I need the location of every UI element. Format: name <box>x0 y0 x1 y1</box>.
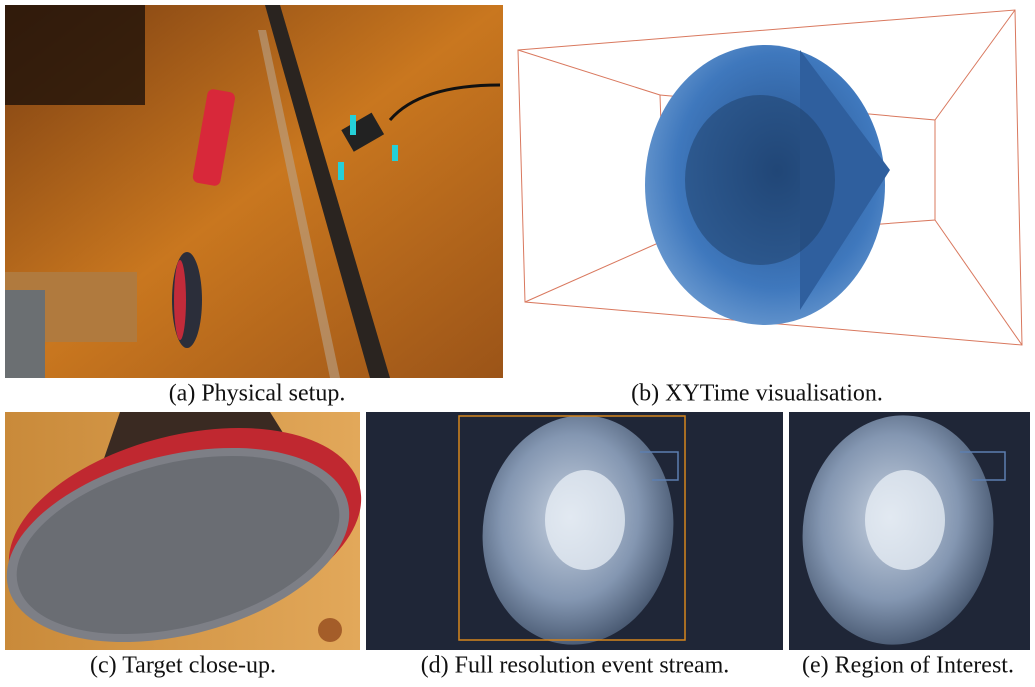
figure: (a) Physical setup. (b) XYTime visualisa… <box>0 0 1035 687</box>
caption: (e) Region of Interest. <box>802 653 1014 679</box>
caption: (d) Full resolution event stream. <box>421 653 730 679</box>
caption: (a) Physical setup. <box>169 381 346 407</box>
caption: (c) Target close-up. <box>90 653 276 679</box>
image-event-stream <box>366 403 783 657</box>
image-physical-setup <box>5 5 503 378</box>
caption: (b) XYTime visualisation. <box>631 381 883 407</box>
image-xytime <box>515 5 1030 378</box>
image-target-closeup <box>0 394 383 674</box>
image-roi <box>788 403 1030 657</box>
